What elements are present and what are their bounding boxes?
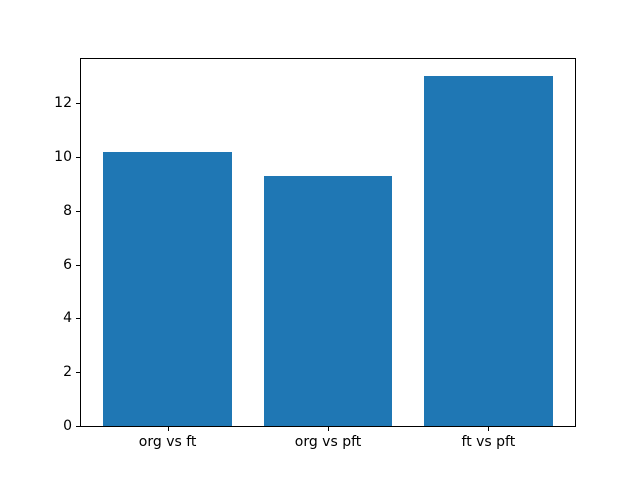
y-tick-mark xyxy=(76,426,80,427)
plot-area xyxy=(80,58,576,427)
y-tick-label: 8 xyxy=(63,202,72,219)
bar-ft-vs-pft xyxy=(424,76,553,426)
y-tick-label: 4 xyxy=(63,310,72,327)
bar-org-vs-ft xyxy=(103,151,232,426)
x-tick-mark xyxy=(328,427,329,431)
x-tick-mark xyxy=(167,427,169,431)
bar-org-vs-pft xyxy=(263,175,393,426)
y-tick-mark xyxy=(76,210,80,212)
y-tick-label: 6 xyxy=(63,256,72,273)
y-tick-label: 0 xyxy=(63,418,72,434)
x-tick-label: org vs pft xyxy=(294,434,362,450)
x-tick-label: ft vs pft xyxy=(461,434,516,450)
y-tick-mark xyxy=(76,372,80,374)
y-tick-mark xyxy=(76,103,80,105)
x-tick-mark xyxy=(488,427,490,431)
x-tick-label: org vs ft xyxy=(138,434,197,450)
y-tick-mark xyxy=(76,157,80,159)
y-tick-mark xyxy=(76,318,80,320)
y-tick-label: 2 xyxy=(63,364,72,381)
y-tick-label: 10 xyxy=(54,149,72,166)
y-tick-mark xyxy=(76,264,80,266)
y-tick-label: 12 xyxy=(54,95,72,112)
